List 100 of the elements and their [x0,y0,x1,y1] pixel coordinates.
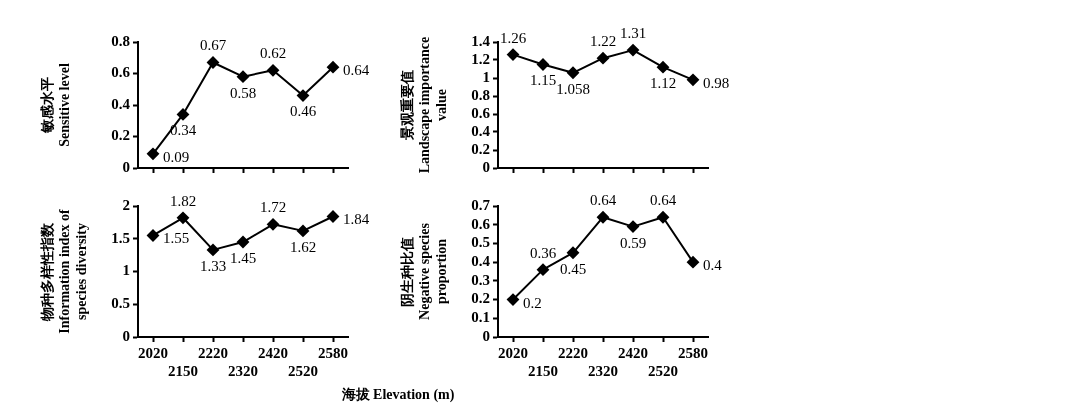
point [537,58,549,71]
y-tick-label: 0.4 [471,122,491,139]
y-tick-label: 0.7 [471,196,491,213]
y-tick-label: 0 [122,158,130,175]
y-tick-label: 0.8 [471,86,490,103]
point [627,220,639,233]
x-tick-label: 2020 [138,344,168,361]
data-label: 0.62 [259,45,287,62]
data-label: 0.2 [523,294,542,311]
point [597,52,609,65]
point [267,218,279,231]
point [327,210,339,223]
point [537,263,549,276]
y-tick-label: 1 [122,262,130,279]
point [597,211,609,224]
x-tick-label: 2580 [318,344,348,361]
point [177,211,189,224]
point [327,61,339,74]
point [237,70,249,83]
data-label: 1.62 [289,238,317,255]
x-tick-label: 2420 [618,344,648,361]
y-tick-label: 2 [122,196,130,213]
y-tick-label: 0 [122,327,130,344]
y-axis-title: 敏感水平 Sensitive level [40,63,72,147]
x-tick-label: 2320 [588,362,618,379]
y-tick-label: 0.5 [111,295,130,312]
data-label: 0.59 [619,234,647,251]
point [627,44,639,57]
x-tick-label: 2580 [678,344,708,361]
data-label: 1.72 [259,199,287,216]
y-tick-label: 0.1 [471,309,490,326]
point [687,256,699,269]
y-tick-label: 0.2 [471,290,490,307]
data-label: 0.4 [703,257,723,274]
data-label: 0.64 [589,192,617,209]
y-tick-label: 1 [482,68,490,85]
data-label: 0.98 [703,74,730,91]
x-tick-label: 2220 [558,344,588,361]
y-axis-title: 阴生种比值 Negative species proportion [400,222,449,320]
data-label: 0.36 [529,244,557,261]
point [297,89,309,102]
data-label: 0.64 [343,62,370,79]
point [567,66,579,79]
point [147,229,159,242]
data-label: 0.34 [169,122,197,139]
data-label: 0.67 [199,37,227,54]
y-tick-label: 0 [482,327,490,344]
data-label: 1.12 [649,75,677,92]
data-label: 1.22 [589,33,617,50]
y-axis-title: 景观重要值 Landscape importance value [400,36,449,174]
x-tick-label: 2320 [228,362,258,379]
data-label: 1.33 [199,257,227,274]
y-tick-label: 0.5 [471,234,490,251]
y-tick-label: 0.6 [471,215,491,232]
x-tick-label: 2150 [528,362,558,379]
y-tick-label: 0.4 [111,95,131,112]
point [567,246,579,259]
point [657,61,669,74]
x-tick-label: 2150 [168,362,198,379]
y-axis-title: 物种多样性指数 Information index of species diversity [40,208,89,334]
y-tick-label: 0.6 [471,104,491,121]
point [207,243,219,256]
y-tick-label: 0.2 [111,127,130,144]
y-tick-label: 0.8 [111,32,130,49]
x-axis-title: 海拔 Elevation (m) [340,386,456,404]
point [687,73,699,86]
data-label: 0.45 [559,260,587,277]
data-label: 0.64 [649,192,677,209]
data-label: 0.58 [229,84,257,101]
data-label: 0.09 [163,148,190,165]
point [207,56,219,69]
data-label: 1.26 [499,29,527,46]
point [507,293,519,306]
y-tick-label: 1.4 [471,32,491,49]
data-label: 0.46 [289,103,317,120]
data-label: 1.15 [529,72,557,89]
point [657,211,669,224]
y-tick-label: 1.2 [471,50,490,67]
point [177,108,189,121]
data-label: 1.82 [169,192,197,209]
y-tick-label: 1.5 [111,229,130,246]
x-tick-label: 2520 [648,362,678,379]
y-tick-label: 0.3 [471,271,490,288]
data-label: 1.058 [556,80,590,97]
point [297,224,309,237]
x-tick-label: 2220 [198,344,228,361]
y-tick-label: 0.2 [471,140,490,157]
point [507,48,519,61]
x-tick-label: 2020 [498,344,528,361]
y-tick-label: 0.6 [111,64,131,81]
point [237,236,249,249]
data-label: 1.45 [229,249,257,266]
point [147,147,159,160]
x-tick-label: 2520 [288,362,318,379]
x-tick-label: 2420 [258,344,288,361]
data-label: 1.31 [619,25,647,42]
data-label: 1.55 [163,230,190,247]
point [267,64,279,77]
y-tick-label: 0 [482,158,490,175]
y-tick-label: 0.4 [471,253,491,270]
